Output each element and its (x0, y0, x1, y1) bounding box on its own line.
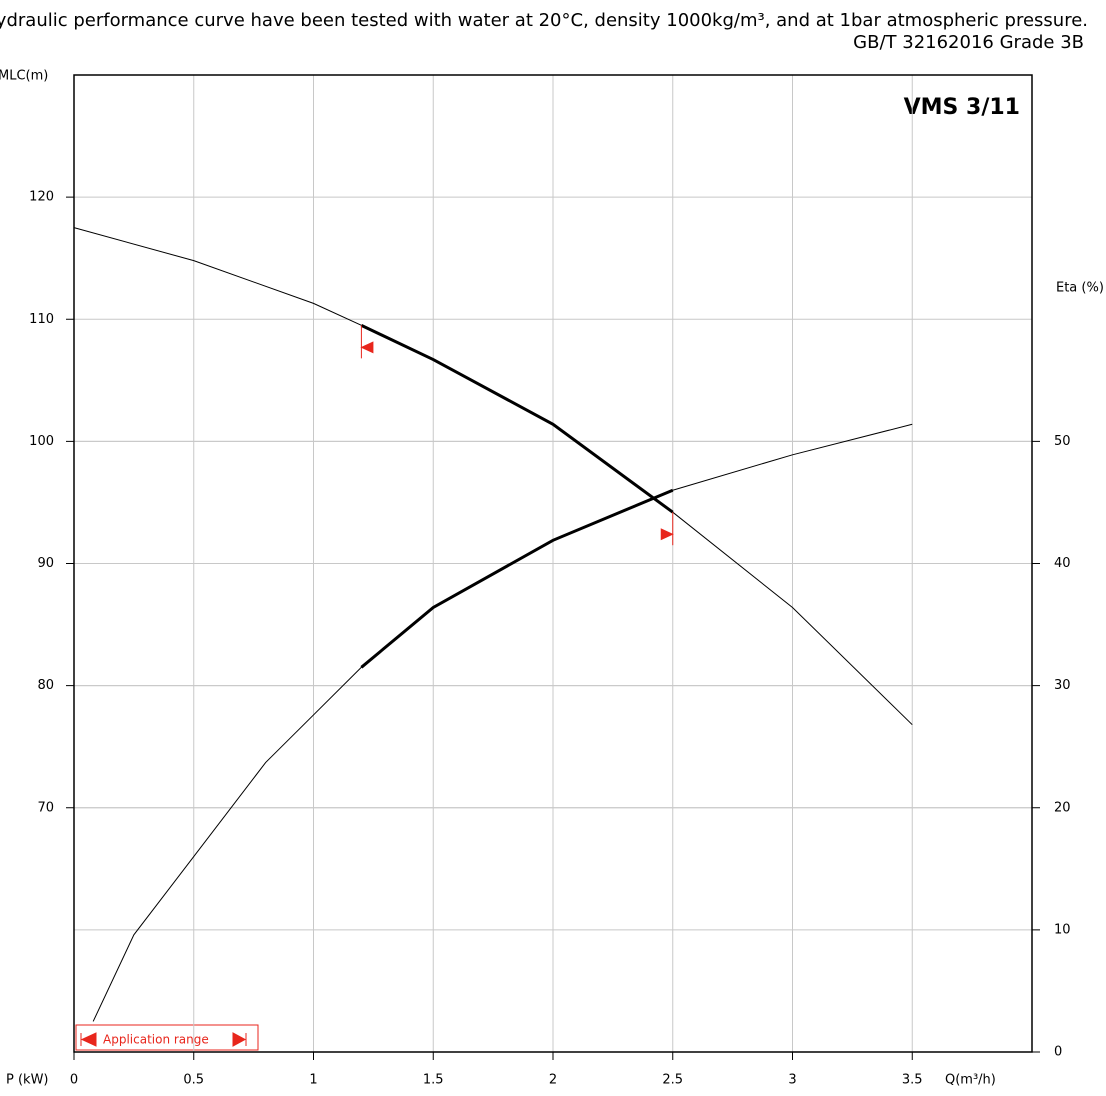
range-arrow-left (80, 1032, 97, 1047)
x-tick-label: 3 (788, 1073, 796, 1088)
y2-axis-label: Eta (%) (1056, 281, 1104, 296)
range-arrow (660, 528, 674, 541)
y2-tick-label: 10 (1054, 922, 1071, 937)
y2-tick-label: 40 (1054, 556, 1071, 571)
model-label: VMS 3/11 (904, 95, 1020, 120)
y-tick-label: 80 (37, 678, 54, 693)
y2-tick-label: 50 (1054, 434, 1071, 449)
range-box (75, 1024, 259, 1051)
y2-tick-label: 30 (1054, 678, 1071, 693)
y2-tick-label: 20 (1054, 800, 1071, 815)
curve (92, 423, 913, 1022)
y-axis-label: MLC(m) (0, 69, 48, 84)
y-tick-label: 70 (37, 800, 54, 815)
x-tick-label: 1.5 (423, 1073, 444, 1088)
x-tick-label: 2.5 (662, 1073, 683, 1088)
x-tick-label: 2 (549, 1073, 557, 1088)
power-label: P (kW) (6, 1073, 49, 1088)
x-tick-label: 1 (309, 1073, 317, 1088)
x-tick-label: 0.5 (183, 1073, 204, 1088)
x-axis-label: Q(m³/h) (945, 1073, 996, 1088)
x-tick-label: 3.5 (902, 1073, 923, 1088)
y-tick-label: 110 (29, 312, 54, 327)
curve-operating (360, 324, 674, 514)
range-label: Application range (103, 1033, 209, 1047)
range-arrow (360, 341, 374, 354)
y-tick-label: 100 (29, 434, 54, 449)
y-tick-label: 90 (37, 556, 54, 571)
curve (73, 227, 913, 726)
chart-subtitle: GB/T 32162016 Grade 3B (853, 32, 1084, 53)
x-tick-label: 0 (70, 1073, 78, 1088)
range-arrow-right (232, 1032, 247, 1047)
y-tick-label: 120 (29, 190, 54, 205)
plot-frame (73, 74, 1033, 1053)
y2-tick-label: 0 (1054, 1045, 1062, 1060)
chart-title: The hydraulic performance curve have bee… (0, 10, 1088, 31)
curve-operating (360, 488, 674, 669)
